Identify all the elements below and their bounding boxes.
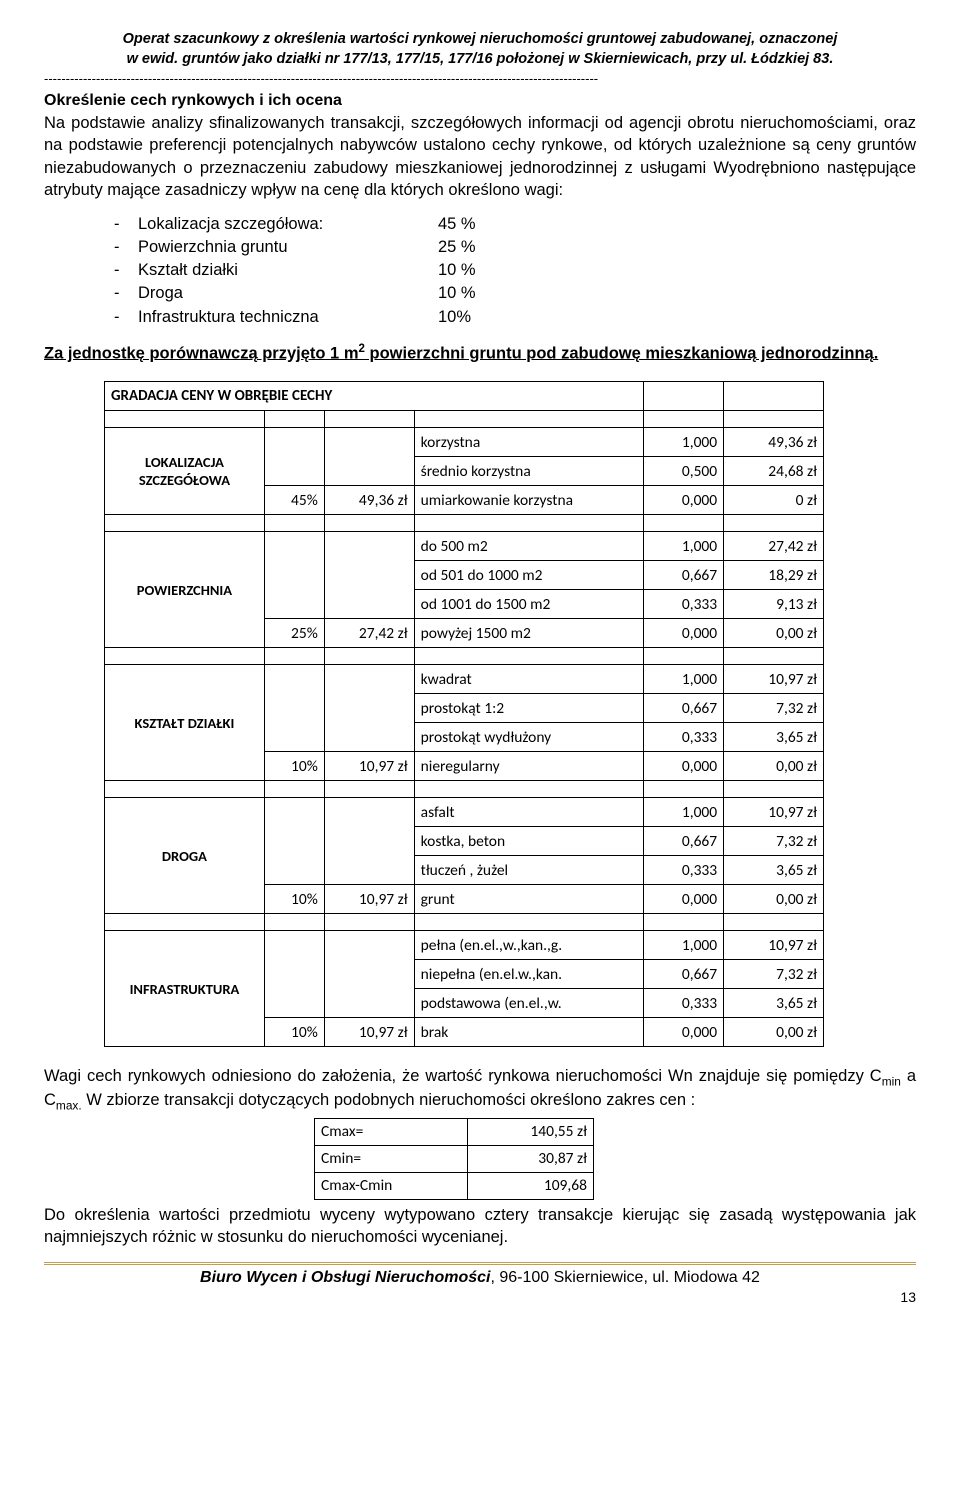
post-paragraph-1: Wagi cech rynkowych odniesiono do założe… bbox=[44, 1065, 916, 1114]
header-line-2: w ewid. gruntów jako działki nr 177/13, … bbox=[44, 50, 916, 70]
attribute-item: -Infrastruktura techniczna10% bbox=[114, 306, 916, 329]
footer: Biuro Wycen i Obsługi Nieruchomości, 96-… bbox=[44, 1269, 916, 1287]
attribute-list: -Lokalizacja szczegółowa:45 %-Powierzchn… bbox=[44, 213, 916, 328]
attribute-item: -Kształt działki10 % bbox=[114, 259, 916, 282]
attribute-item: -Droga10 % bbox=[114, 282, 916, 305]
post-paragraph-2: Do określenia wartości przedmiotu wyceny… bbox=[44, 1204, 916, 1249]
gradacja-table: GRADACJA CENY W OBRĘBIE CECHYLOKALIZACJA… bbox=[104, 381, 824, 1047]
footer-separator bbox=[44, 1262, 916, 1265]
attribute-item: -Lokalizacja szczegółowa:45 % bbox=[114, 213, 916, 236]
attribute-item: -Powierzchnia gruntu25 % bbox=[114, 236, 916, 259]
unit-statement: Za jednostkę porównawczą przyjęto 1 m2 p… bbox=[44, 343, 916, 364]
header-line-1: Operat szacunkowy z określenia wartości … bbox=[44, 30, 916, 50]
gradacja-table-wrap: GRADACJA CENY W OBRĘBIE CECHYLOKALIZACJA… bbox=[104, 381, 824, 1047]
range-table-wrap: Cmax=140,55 złCmin=30,87 złCmax-Cmin109,… bbox=[314, 1118, 594, 1200]
range-table: Cmax=140,55 złCmin=30,87 złCmax-Cmin109,… bbox=[314, 1118, 594, 1200]
footer-biuro: Biuro Wycen i Obsługi Nieruchomości bbox=[200, 1269, 490, 1286]
header-separator: ----------------------------------------… bbox=[44, 71, 916, 86]
document-header: Operat szacunkowy z określenia wartości … bbox=[44, 30, 916, 69]
page-number: 13 bbox=[44, 1289, 916, 1305]
section-title: Określenie cech rynkowych i ich ocena bbox=[44, 92, 916, 110]
intro-paragraph: Na podstawie analizy sfinalizowanych tra… bbox=[44, 112, 916, 201]
footer-address: , 96-100 Skierniewice, ul. Miodowa 42 bbox=[490, 1269, 759, 1286]
